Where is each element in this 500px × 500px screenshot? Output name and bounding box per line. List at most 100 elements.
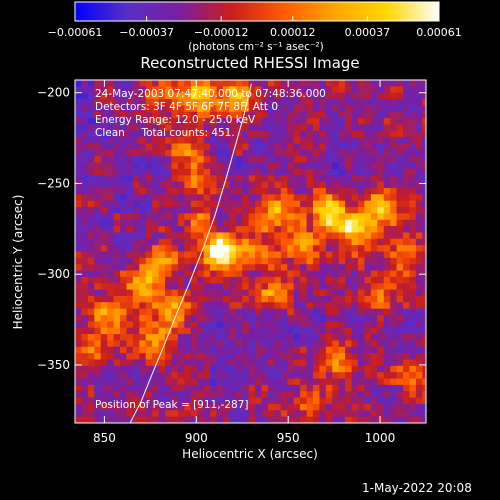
heatmap-cell <box>222 276 230 284</box>
heatmap-cell <box>312 384 321 392</box>
heatmap-cell <box>255 213 263 221</box>
heatmap-cell <box>280 315 288 322</box>
heatmap-cell <box>409 321 417 329</box>
heatmap-cell <box>261 365 269 373</box>
heatmap-cell <box>222 143 230 151</box>
heatmap-cell <box>132 353 140 361</box>
heatmap-cell <box>396 295 404 303</box>
heatmap-cell <box>319 181 327 189</box>
heatmap-cell <box>364 403 372 411</box>
heatmap-cell <box>325 232 333 240</box>
heatmap-cell <box>184 423 191 430</box>
heatmap-cell <box>145 130 153 138</box>
heatmap-cell <box>325 276 333 284</box>
heatmap-cell <box>158 353 166 361</box>
heatmap-cell <box>100 295 108 303</box>
heatmap-cell <box>422 130 426 138</box>
heatmap-cell <box>325 359 333 367</box>
heatmap-cell <box>370 86 378 94</box>
heatmap-cell <box>312 175 321 183</box>
heatmap-cell <box>255 353 263 361</box>
heatmap-cell <box>191 423 198 430</box>
heatmap-cell <box>390 365 398 373</box>
heatmap-cell <box>248 245 256 253</box>
heatmap-cell <box>184 207 192 214</box>
heatmap-cell <box>152 397 160 405</box>
heatmap-cell <box>203 92 211 100</box>
heatmap-cell <box>139 200 147 208</box>
heatmap-cell <box>216 143 224 151</box>
heatmap-cell <box>300 289 308 297</box>
heatmap-cell <box>403 238 411 246</box>
heatmap-cell <box>319 365 327 373</box>
heatmap-cell <box>364 251 372 259</box>
heatmap-cell <box>87 187 95 195</box>
heatmap-cell <box>94 168 102 176</box>
heatmap-cell <box>261 162 269 170</box>
heatmap-cell <box>396 168 404 176</box>
heatmap-cell <box>415 143 423 151</box>
heatmap-cell <box>364 105 372 113</box>
heatmap-cell <box>422 149 426 157</box>
heatmap-cell <box>210 264 218 272</box>
heatmap-cell <box>274 391 282 399</box>
heatmap-cell <box>312 130 321 138</box>
heatmap-cell <box>351 181 359 189</box>
heatmap-cell <box>345 276 353 284</box>
heatmap-cell <box>87 245 95 253</box>
heatmap-cell <box>210 276 218 284</box>
heatmap-cell <box>267 194 275 202</box>
heatmap-cell <box>326 423 333 430</box>
heatmap-cell <box>351 105 359 113</box>
heatmap-cell <box>383 124 391 132</box>
heatmap-cell <box>267 346 275 354</box>
heatmap-cell <box>210 270 218 278</box>
heatmap-cell <box>190 251 198 259</box>
heatmap-cell <box>94 391 102 399</box>
heatmap-cell <box>339 423 346 430</box>
heatmap-cell <box>396 143 404 151</box>
heatmap-cell <box>113 308 121 316</box>
heatmap-cell <box>100 99 108 107</box>
heatmap-cell <box>345 289 353 297</box>
heatmap-cell <box>351 226 359 234</box>
heatmap-cell <box>351 340 359 348</box>
heatmap-cell <box>325 327 333 335</box>
heatmap-cell <box>177 340 185 348</box>
heatmap-cell <box>184 372 192 380</box>
heatmap-cell <box>75 213 83 221</box>
heatmap-cell <box>255 80 263 87</box>
heatmap-cell <box>190 130 198 138</box>
heatmap-cell <box>351 92 359 100</box>
heatmap-cell <box>216 92 224 100</box>
heatmap-cell <box>158 270 166 278</box>
heatmap-cell <box>235 111 243 119</box>
heatmap-cell <box>293 353 301 361</box>
heatmap-cell <box>306 219 314 227</box>
heatmap-cell <box>383 295 391 303</box>
heatmap-cell <box>190 238 198 246</box>
heatmap-cell <box>422 327 426 335</box>
heatmap-cell <box>145 251 153 259</box>
heatmap-cell <box>293 372 301 380</box>
heatmap-cell <box>152 213 160 221</box>
heatmap-cell <box>235 156 243 164</box>
heatmap-cell <box>429 93 436 100</box>
heatmap-cell <box>312 334 321 342</box>
heatmap-cell <box>81 365 89 373</box>
heatmap-cell <box>267 238 275 246</box>
heatmap-cell <box>165 423 172 430</box>
heatmap-cell <box>235 276 243 284</box>
heatmap-cell <box>120 213 128 221</box>
heatmap-cell <box>248 270 256 278</box>
heatmap-cell <box>429 86 436 93</box>
heatmap-cell <box>255 238 263 246</box>
heatmap-cell <box>319 213 327 221</box>
heatmap-cell <box>75 384 83 392</box>
heatmap-cell <box>364 137 372 145</box>
heatmap-cell <box>81 308 89 316</box>
heatmap-cell <box>165 226 173 234</box>
heatmap-cell <box>113 149 121 157</box>
heatmap-cell <box>364 270 372 278</box>
heatmap-cell <box>145 181 153 189</box>
